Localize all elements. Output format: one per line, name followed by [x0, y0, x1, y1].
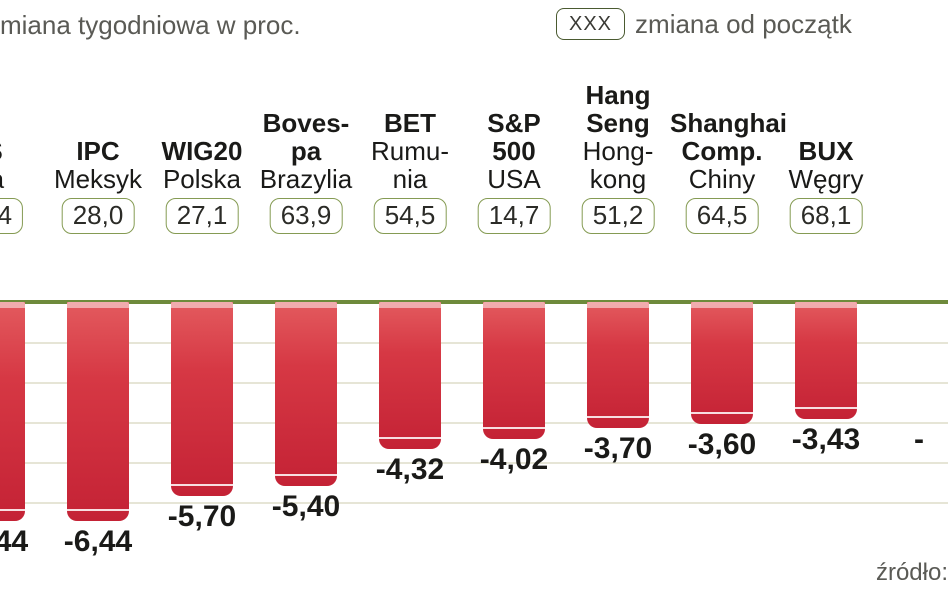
bar-value-label: -3,70 — [584, 432, 652, 466]
header-right-group: XXX zmiana od początk — [556, 8, 852, 40]
index-name: S&P — [462, 110, 566, 137]
chart-column: PolskaWIG20 27,1 -5,70 — [150, 64, 254, 584]
source-label: źródło: — [876, 559, 948, 587]
chart-column: ChinyComp.Shanghai 64,5 -3,60 — [670, 64, 774, 584]
index-name: Boves- — [254, 110, 358, 137]
index-country: Chiny — [670, 166, 774, 193]
chart-column: USA500S&P 14,7 -4,02 — [462, 64, 566, 584]
ytd-badge: 27,1 — [166, 198, 239, 234]
chart-column: MeksykIPC 28,0 -6,44 — [46, 64, 150, 584]
bar — [0, 302, 25, 521]
index-country: Meksyk — [46, 166, 150, 193]
index-name: S — [0, 138, 46, 165]
bar-value-label: -6,44 — [64, 525, 132, 559]
index-country: Rumu- — [358, 138, 462, 165]
bar-value-label: -6,44 — [0, 525, 28, 559]
header-right-label: zmiana od początk — [635, 9, 852, 40]
ytd-badge: 54,5 — [374, 198, 447, 234]
bar — [483, 302, 545, 439]
ytd-badge: 28,0 — [62, 198, 135, 234]
ytd-badge: 64,5 — [686, 198, 759, 234]
chart-column: kongHong-SengHang 51,2 -3,70 — [566, 64, 670, 584]
bar — [587, 302, 649, 428]
ytd-badge: 3,4 — [0, 198, 23, 234]
index-name: Seng — [566, 110, 670, 137]
bar-value-label: -5,70 — [168, 500, 236, 534]
index-country: Brazylia — [254, 166, 358, 193]
ytd-badge: 14,7 — [478, 198, 551, 234]
bar — [67, 302, 129, 521]
index-name: 500 — [462, 138, 566, 165]
chart-column: WęgryBUX 68,1 -3,43 — [774, 64, 878, 584]
index-country: USA — [462, 166, 566, 193]
index-country: kong — [566, 166, 670, 193]
index-country: ja — [0, 166, 46, 193]
bar-value-label: -4,32 — [376, 453, 444, 487]
bar — [691, 302, 753, 424]
bar — [275, 302, 337, 486]
index-country: Hong- — [566, 138, 670, 165]
index-name: WIG20 — [150, 138, 254, 165]
index-name: BUX — [774, 138, 878, 165]
index-name: Hang — [566, 82, 670, 109]
bar-value-label: -3,60 — [688, 428, 756, 462]
bar-value-label: -4,02 — [480, 443, 548, 477]
chart-column: BrazyliapaBoves- 63,9 -5,40 — [254, 64, 358, 584]
index-name: BET — [358, 110, 462, 137]
cropped-next-value: - — [914, 423, 924, 457]
index-country: Węgry — [774, 166, 878, 193]
bar — [171, 302, 233, 496]
bar — [379, 302, 441, 449]
canvas: miana tygodniowa w proc. XXX zmiana od p… — [0, 0, 948, 593]
chart: jaS 3,4 -6,44 MeksykIPC 28,0 -6,44 PolskaWIG20… — [0, 64, 948, 564]
index-country: Polska — [150, 166, 254, 193]
bar-value-label: -3,43 — [792, 423, 860, 457]
ytd-badge: 63,9 — [270, 198, 343, 234]
index-name: Shanghai — [670, 110, 774, 137]
index-country: nia — [358, 166, 462, 193]
chart-column: jaS 3,4 -6,44 — [0, 64, 46, 584]
legend-pill: XXX — [556, 8, 625, 40]
chart-column: niaRumu-BET 54,5 -4,32 — [358, 64, 462, 584]
index-name: Comp. — [670, 138, 774, 165]
bar — [795, 302, 857, 419]
bar-value-label: -5,40 — [272, 490, 340, 524]
ytd-badge: 68,1 — [790, 198, 863, 234]
ytd-badge: 51,2 — [582, 198, 655, 234]
index-name: IPC — [46, 138, 150, 165]
header-left-label: miana tygodniowa w proc. — [0, 10, 301, 41]
index-name: pa — [254, 138, 358, 165]
